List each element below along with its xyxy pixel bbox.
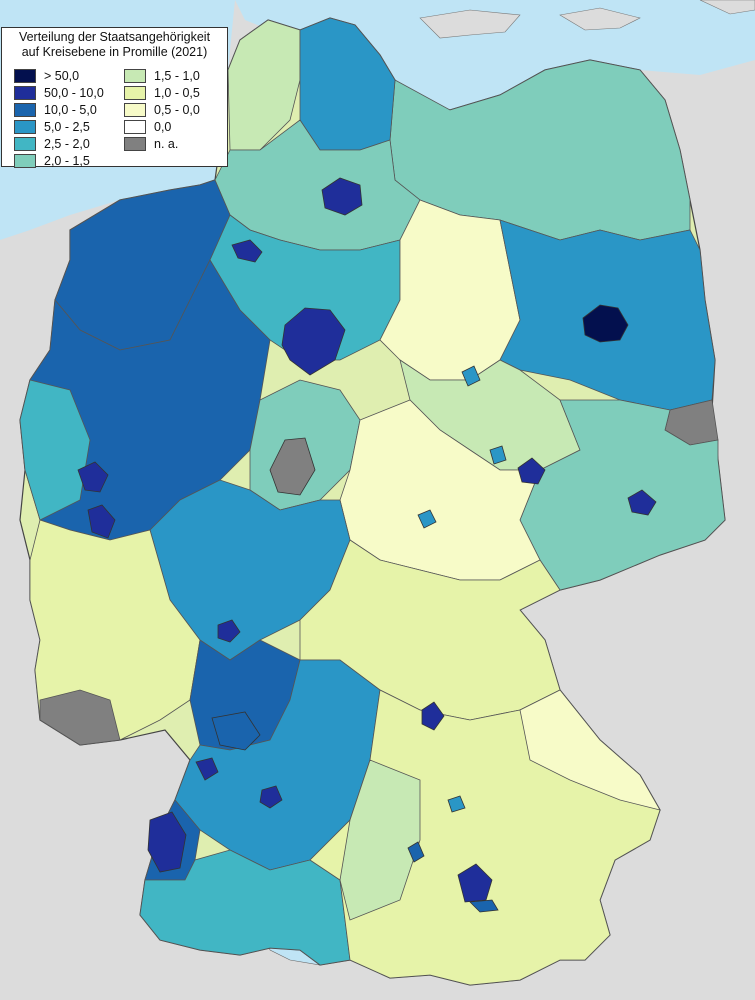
region-swabia: [339, 759, 421, 921]
city-muenchen: [457, 863, 493, 903]
region-oberpfalz: [519, 689, 661, 811]
city-hamburg: [321, 177, 363, 216]
city-bremen: [231, 239, 263, 263]
legend-label: 1,0 - 0,5: [154, 86, 200, 100]
legend-entry: > 50,0: [14, 68, 104, 84]
city-augsburg: [407, 841, 425, 863]
city-dresden: [627, 489, 657, 516]
legend-label: 10,0 - 5,0: [44, 103, 97, 117]
city-erfurt: [417, 509, 437, 529]
legend-label: 0,0: [154, 120, 172, 134]
legend-label: 2,0 - 1,5: [44, 154, 90, 168]
legend-entry: 0,0: [124, 119, 200, 135]
legend-title-line-1: Verteilung der Staatsangehörigkeit: [18, 30, 211, 44]
legend-swatch: [14, 69, 36, 83]
legend-swatch: [14, 137, 36, 151]
city-freiburg: [147, 811, 187, 873]
legend-entry: n. a.: [124, 136, 200, 152]
region-sh-west: [227, 19, 301, 151]
legend-label: n. a.: [154, 137, 179, 151]
city-magdeburg: [461, 365, 481, 387]
city-kassel: [269, 437, 316, 496]
city-leipzig: [517, 457, 546, 485]
legend-swatch: [14, 103, 36, 117]
legend-label: 1,5 - 1,0: [154, 69, 200, 83]
legend-swatch: [14, 154, 36, 168]
legend-label: 5,0 - 2,5: [44, 120, 90, 134]
region-bw-south: [139, 849, 351, 966]
legend-swatch: [14, 86, 36, 100]
city-mannheim: [211, 711, 261, 751]
map-legend: Verteilung der Staatsangehörigkeit auf K…: [1, 27, 228, 170]
region-saarland: [39, 689, 121, 746]
legend-entry: 1,0 - 0,5: [124, 85, 200, 101]
city-koeln: [87, 504, 116, 539]
legend-swatch: [124, 103, 146, 117]
city-ingolstadt: [447, 795, 466, 813]
city-berlin: [582, 304, 629, 343]
legend-label: 2,5 - 2,0: [44, 137, 90, 151]
legend-title-line-2: auf Kreisebene in Promille (2021): [21, 45, 208, 59]
city-nuernberg: [421, 701, 445, 731]
sea-island-1: [419, 9, 521, 39]
legend-entry: 10,0 - 5,0: [14, 102, 104, 118]
legend-swatch: [124, 69, 146, 83]
legend-label: > 50,0: [44, 69, 80, 83]
sea-island-2: [559, 7, 641, 31]
legend-label: 50,0 - 10,0: [44, 86, 104, 100]
city-muenchen-land: [469, 899, 499, 913]
legend-swatch: [124, 120, 146, 134]
legend-entry: 50,0 - 10,0: [14, 85, 104, 101]
region-rlp: [29, 519, 201, 746]
legend-swatch: [14, 120, 36, 134]
legend-column-right: 1,5 - 1,0 1,0 - 0,5 0,5 - 0,0 0,0 n. a.: [124, 68, 200, 153]
legend-entry: 5,0 - 2,5: [14, 119, 104, 135]
legend-swatch: [124, 86, 146, 100]
city-hannover: [281, 307, 346, 376]
legend-entry: 1,5 - 1,0: [124, 68, 200, 84]
city-karlsruhe: [195, 757, 219, 781]
legend-entry: 0,5 - 0,0: [124, 102, 200, 118]
sea-island-3: [699, 0, 755, 15]
legend-label: 0,5 - 0,0: [154, 103, 200, 117]
legend-title: Verteilung der Staatsangehörigkeit auf K…: [2, 28, 227, 60]
city-ruhr-1: [77, 461, 109, 493]
city-stuttgart: [259, 785, 283, 809]
region-nrw-west: [19, 379, 91, 521]
city-frankfurt: [217, 619, 241, 643]
city-halle: [489, 445, 507, 465]
legend-column-left: > 50,0 50,0 - 10,0 10,0 - 5,0 5,0 - 2,5 2,5 …: [14, 68, 104, 170]
legend-entry: 2,0 - 1,5: [14, 153, 104, 169]
legend-entry: 2,5 - 2,0: [14, 136, 104, 152]
legend-swatch: [124, 137, 146, 151]
